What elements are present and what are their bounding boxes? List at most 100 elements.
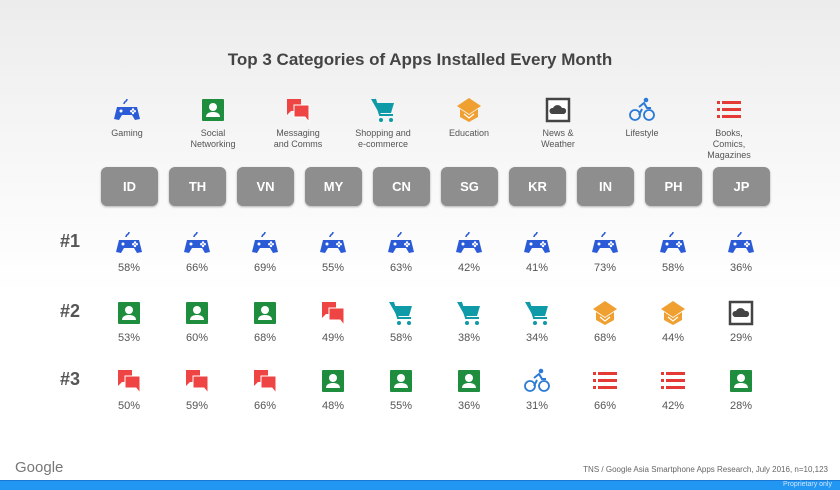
gamepad-icon xyxy=(113,96,141,124)
rank-cell: 66% xyxy=(167,229,227,274)
contact-card-icon xyxy=(115,299,143,327)
graduation-cap-icon xyxy=(659,299,687,327)
proprietary-label: Proprietary only xyxy=(782,481,832,488)
country-vn: VN xyxy=(237,167,294,206)
bicycle-icon xyxy=(523,367,551,395)
country-sg: SG xyxy=(441,167,498,206)
rank-cell: 31% xyxy=(507,367,567,412)
percentage: 49% xyxy=(321,332,345,344)
category-gaming: Gaming xyxy=(82,96,172,162)
percentage: 63% xyxy=(389,262,413,274)
category-label: Education xyxy=(448,128,490,138)
gamepad-icon xyxy=(523,229,551,257)
graduation-cap-icon xyxy=(591,299,619,327)
shopping-cart-icon xyxy=(523,299,551,327)
contact-card-icon xyxy=(319,367,347,395)
rank-label: #2 xyxy=(60,301,81,321)
category-shopping: Shopping and e-commerce xyxy=(338,96,428,162)
chat-bubbles-icon xyxy=(251,367,279,395)
category-label: Messaging xyxy=(276,128,320,138)
category-label: Books, xyxy=(715,128,743,138)
category-education: Education xyxy=(424,96,514,162)
country-id: ID xyxy=(101,167,158,206)
percentage: 73% xyxy=(593,262,617,274)
rank-cell: 58% xyxy=(99,229,159,274)
google-logo: Google xyxy=(15,459,64,476)
shopping-cart-icon xyxy=(369,96,397,124)
rank-cell: 28% xyxy=(711,367,771,412)
percentage: 58% xyxy=(661,262,685,274)
percentage: 38% xyxy=(457,332,481,344)
percentage: 59% xyxy=(185,400,209,412)
footer-bar xyxy=(0,480,840,490)
category-books: Books, Comics, Magazines xyxy=(684,96,774,162)
rank-cell: 36% xyxy=(711,229,771,274)
category-label: and Comms xyxy=(273,139,323,149)
rank-cell: 58% xyxy=(643,229,703,274)
percentage: 53% xyxy=(117,332,141,344)
cloud-icon xyxy=(727,299,755,327)
rank-cell: 44% xyxy=(643,299,703,344)
page-title: Top 3 Categories of Apps Installed Every… xyxy=(227,50,613,69)
rank-cell: 55% xyxy=(303,229,363,274)
gamepad-icon xyxy=(183,229,211,257)
category-label: Weather xyxy=(541,139,575,149)
rank-cell: 66% xyxy=(575,367,635,412)
percentage: 58% xyxy=(117,262,141,274)
gamepad-icon xyxy=(455,229,483,257)
category-label: News & xyxy=(542,128,574,138)
rank-cell: 42% xyxy=(643,367,703,412)
category-label: Social xyxy=(200,128,226,138)
percentage: 44% xyxy=(661,332,685,344)
rank-cell: 68% xyxy=(575,299,635,344)
shopping-cart-icon xyxy=(455,299,483,327)
percentage: 66% xyxy=(253,400,277,412)
percentage: 58% xyxy=(389,332,413,344)
contact-card-icon xyxy=(455,367,483,395)
gamepad-icon xyxy=(115,229,143,257)
rank-cell: 38% xyxy=(439,299,499,344)
rank-cell: 60% xyxy=(167,299,227,344)
percentage: 68% xyxy=(593,332,617,344)
country-ph: PH xyxy=(645,167,702,206)
percentage: 55% xyxy=(321,262,345,274)
country-jp: JP xyxy=(713,167,770,206)
rank-cell: 50% xyxy=(99,367,159,412)
list-icon xyxy=(715,96,743,124)
source-note: TNS / Google Asia Smartphone Apps Resear… xyxy=(583,465,828,474)
chat-bubbles-icon xyxy=(115,367,143,395)
contact-card-icon xyxy=(387,367,415,395)
rank-cell: 49% xyxy=(303,299,363,344)
gamepad-icon xyxy=(387,229,415,257)
gamepad-icon xyxy=(251,229,279,257)
category-lifestyle: Lifestyle xyxy=(597,96,687,162)
graduation-cap-icon xyxy=(455,96,483,124)
list-icon xyxy=(591,367,619,395)
list-icon xyxy=(659,367,687,395)
contact-card-icon xyxy=(199,96,227,124)
contact-card-icon xyxy=(727,367,755,395)
category-label: Lifestyle xyxy=(625,128,659,138)
country-th: TH xyxy=(169,167,226,206)
rank-cell: 41% xyxy=(507,229,567,274)
gamepad-icon xyxy=(319,229,347,257)
rank-label: #1 xyxy=(60,231,81,251)
category-label: Shopping and xyxy=(355,128,411,138)
percentage: 55% xyxy=(389,400,413,412)
country-kr: KR xyxy=(509,167,566,206)
category-social: Social Networking xyxy=(168,96,258,162)
category-label: Gaming xyxy=(111,128,143,138)
percentage: 29% xyxy=(729,332,753,344)
rank-cell: 34% xyxy=(507,299,567,344)
gamepad-icon xyxy=(591,229,619,257)
contact-card-icon xyxy=(251,299,279,327)
rank-cell: 68% xyxy=(235,299,295,344)
percentage: 36% xyxy=(457,400,481,412)
country-in: IN xyxy=(577,167,634,206)
shopping-cart-icon xyxy=(387,299,415,327)
percentage: 68% xyxy=(253,332,277,344)
bicycle-icon xyxy=(628,96,656,124)
contact-card-icon xyxy=(183,299,211,327)
gamepad-icon xyxy=(659,229,687,257)
chat-bubbles-icon xyxy=(183,367,211,395)
